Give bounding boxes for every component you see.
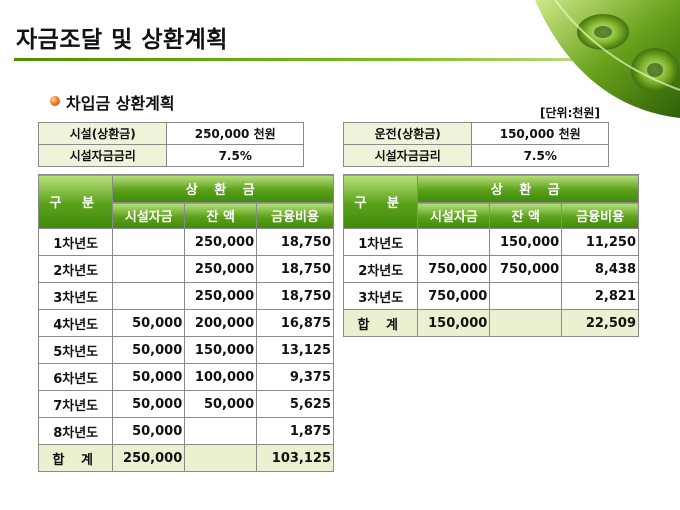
cost-cell: 5,625 xyxy=(256,390,334,418)
right-info-table: 운전(상환금) 150,000 천원 시설자금금리 7.5% xyxy=(342,122,609,167)
balance-cell: 100,000 xyxy=(184,363,258,391)
header-cost: 금융비용 xyxy=(256,202,334,229)
total-facility: 150,000 xyxy=(417,309,491,337)
info-row: 시설자금금리 7.5% xyxy=(37,144,304,167)
balance-cell: 150,000 xyxy=(184,336,258,364)
cost-cell: 18,750 xyxy=(256,282,334,310)
info-value: 7.5% xyxy=(166,144,304,167)
total-row: 합 계 150,000 22,509 xyxy=(342,309,639,337)
balance-cell: 250,000 xyxy=(184,228,258,256)
total-cost: 103,125 xyxy=(256,444,334,472)
balance-cell: 200,000 xyxy=(184,309,258,337)
facility-cell: 50,000 xyxy=(112,336,186,364)
right-repayment-table: 구 분 상 환 금 시설자금 잔 액 금융비용 1차년도 150,000 11,… xyxy=(342,174,639,337)
info-value: 150,000 천원 xyxy=(471,122,609,145)
info-row: 시설(상환금) 250,000 천원 xyxy=(37,122,304,145)
year-cell: 2차년도 xyxy=(342,255,419,283)
year-cell: 3차년도 xyxy=(37,282,114,310)
facility-cell xyxy=(112,282,186,310)
facility-cell xyxy=(417,228,491,256)
header-cost: 금융비용 xyxy=(561,202,639,229)
cost-cell: 8,438 xyxy=(561,255,639,283)
info-row: 시설자금금리 7.5% xyxy=(342,144,609,167)
facility-cell: 50,000 xyxy=(112,309,186,337)
balance-cell: 750,000 xyxy=(489,255,563,283)
year-cell: 5차년도 xyxy=(37,336,114,364)
header-repayment: 상 환 금 xyxy=(112,174,334,203)
left-repayment-table: 구 분 상 환 금 시설자금 잔 액 금융비용 1차년도 250,000 18,… xyxy=(37,174,334,472)
info-row: 운전(상환금) 150,000 천원 xyxy=(342,122,609,145)
year-cell: 4차년도 xyxy=(37,309,114,337)
header-facility: 시설자금 xyxy=(417,202,491,229)
cost-cell: 18,750 xyxy=(256,228,334,256)
year-cell: 3차년도 xyxy=(342,282,419,310)
cost-cell: 9,375 xyxy=(256,363,334,391)
balance-cell: 150,000 xyxy=(489,228,563,256)
cost-cell: 2,821 xyxy=(561,282,639,310)
cost-cell: 16,875 xyxy=(256,309,334,337)
balance-cell: 50,000 xyxy=(184,390,258,418)
total-balance xyxy=(184,444,258,472)
year-cell: 6차년도 xyxy=(37,363,114,391)
header-category: 구 분 xyxy=(342,174,419,229)
left-info-table: 시설(상환금) 250,000 천원 시설자금금리 7.5% xyxy=(37,122,304,167)
table-row: 7차년도 50,000 50,000 5,625 xyxy=(37,390,334,418)
table-row: 5차년도 50,000 150,000 13,125 xyxy=(37,336,334,364)
balance-cell: 250,000 xyxy=(184,282,258,310)
year-cell: 1차년도 xyxy=(37,228,114,256)
year-cell: 1차년도 xyxy=(342,228,419,256)
table-row: 6차년도 50,000 100,000 9,375 xyxy=(37,363,334,391)
info-value: 250,000 천원 xyxy=(166,122,304,145)
balance-cell xyxy=(184,417,258,445)
table-row: 4차년도 50,000 200,000 16,875 xyxy=(37,309,334,337)
cost-cell: 1,875 xyxy=(256,417,334,445)
facility-cell xyxy=(112,228,186,256)
facility-cell: 750,000 xyxy=(417,282,491,310)
table-row: 2차년도 250,000 18,750 xyxy=(37,255,334,283)
info-label: 시설자금금리 xyxy=(37,144,168,167)
section-title: 차입금 상환계획 xyxy=(66,94,175,113)
cost-cell: 13,125 xyxy=(256,336,334,364)
facility-cell xyxy=(112,255,186,283)
header-category: 구 분 xyxy=(37,174,114,229)
table-row: 8차년도 50,000 1,875 xyxy=(37,417,334,445)
table-row: 1차년도 150,000 11,250 xyxy=(342,228,639,256)
year-cell: 8차년도 xyxy=(37,417,114,445)
total-cost: 22,509 xyxy=(561,309,639,337)
info-label: 시설자금금리 xyxy=(342,144,473,167)
header-balance: 잔 액 xyxy=(184,202,258,229)
cost-cell: 18,750 xyxy=(256,255,334,283)
bullet-icon xyxy=(50,96,60,106)
table-row: 3차년도 250,000 18,750 xyxy=(37,282,334,310)
table-row: 1차년도 250,000 18,750 xyxy=(37,228,334,256)
header-balance: 잔 액 xyxy=(489,202,563,229)
cost-cell: 11,250 xyxy=(561,228,639,256)
header-facility: 시설자금 xyxy=(112,202,186,229)
header-repayment: 상 환 금 xyxy=(417,174,639,203)
year-cell: 2차년도 xyxy=(37,255,114,283)
info-value: 7.5% xyxy=(471,144,609,167)
table-row: 3차년도 750,000 2,821 xyxy=(342,282,639,310)
total-label: 합 계 xyxy=(342,309,419,337)
table-row: 2차년도 750,000 750,000 8,438 xyxy=(342,255,639,283)
balance-cell: 250,000 xyxy=(184,255,258,283)
facility-cell: 750,000 xyxy=(417,255,491,283)
balance-cell xyxy=(489,282,563,310)
facility-cell: 50,000 xyxy=(112,417,186,445)
total-facility: 250,000 xyxy=(112,444,186,472)
total-label: 합 계 xyxy=(37,444,114,472)
title-divider xyxy=(14,58,650,61)
total-row: 합 계 250,000 103,125 xyxy=(37,444,334,472)
page-title: 자금조달 및 상환계획 xyxy=(16,27,228,53)
facility-cell: 50,000 xyxy=(112,363,186,391)
info-label: 운전(상환금) xyxy=(342,122,473,145)
facility-cell: 50,000 xyxy=(112,390,186,418)
corner-decoration-image xyxy=(515,0,680,118)
total-balance xyxy=(489,309,563,337)
year-cell: 7차년도 xyxy=(37,390,114,418)
unit-note: [단위:천원] xyxy=(540,106,600,120)
info-label: 시설(상환금) xyxy=(37,122,168,145)
